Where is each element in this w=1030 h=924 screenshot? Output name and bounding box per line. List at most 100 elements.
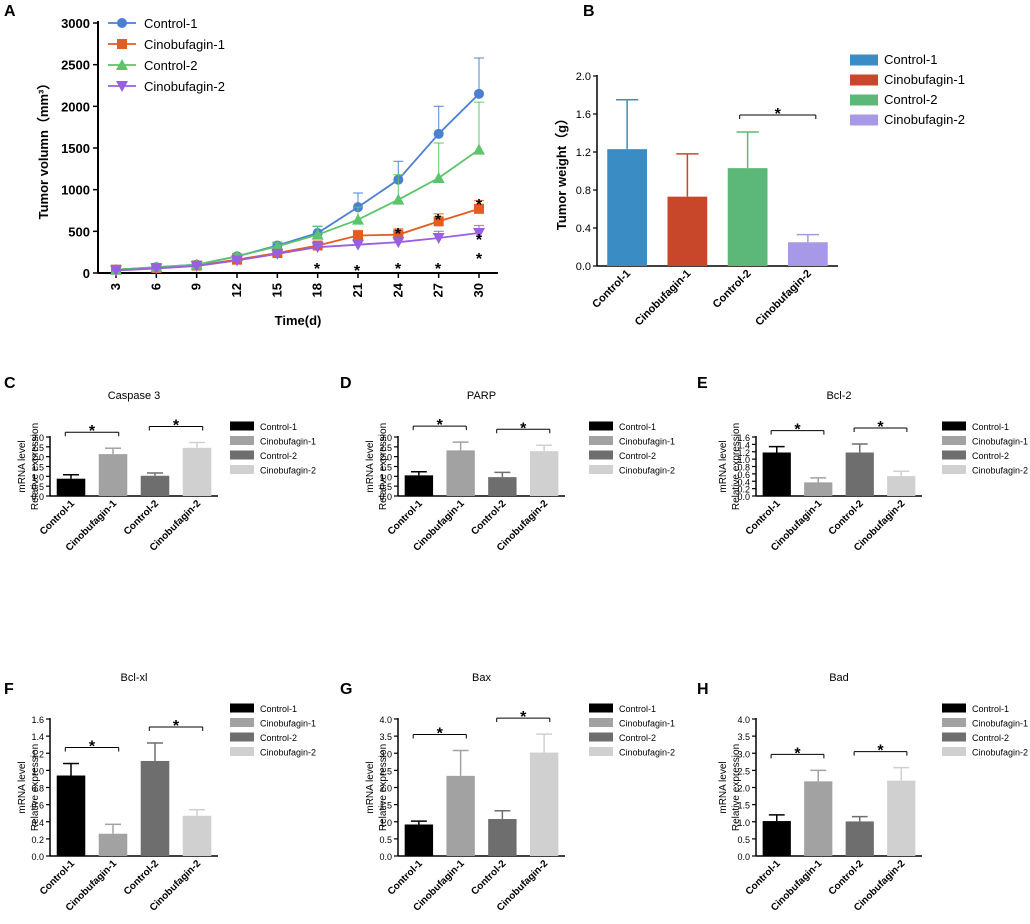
bar-cinobufagin-1 (804, 781, 833, 856)
legend-swatch (942, 465, 966, 474)
x-category-label: Control-1 (38, 498, 78, 538)
x-axis-title-a: Time(d) (275, 313, 322, 328)
panel-label-b: B (583, 3, 595, 20)
legend-swatch (230, 732, 254, 742)
panel-d: D PARP 0.00.51.01.52.02.53.0 Control-1 Cinob… (340, 375, 675, 554)
legend-swatch (942, 450, 966, 460)
significance-star-a: * (435, 212, 442, 229)
significance-star: * (775, 106, 782, 123)
legend-label: Control-1 (260, 704, 297, 714)
y-tick-label: 1.5 (31, 463, 44, 473)
x-category-label: Control-2 (827, 858, 867, 898)
bar-control-1 (404, 824, 434, 856)
y-axis-title: Relative expression (30, 423, 41, 510)
significance-star: * (437, 726, 444, 743)
panel-title-c: Caspase 3 (108, 390, 161, 402)
legend-label-a: Control-2 (144, 58, 197, 73)
marker-triangle-down (352, 239, 364, 251)
significance-star: * (437, 417, 444, 434)
legend-label: Cinobufagin-1 (619, 437, 675, 447)
x-category-label: Control-1 (386, 498, 426, 538)
y-tick-label: 0.0 (379, 852, 392, 862)
x-tick-label-a: 3 (108, 283, 123, 290)
y-tick-label: 1.2 (576, 147, 591, 159)
bar-control-2 (140, 760, 170, 856)
marker-triangle-down (190, 260, 203, 272)
bar-cinobufagin-1 (446, 450, 475, 496)
marker-triangle (116, 59, 128, 70)
legend-label-a: Control-1 (144, 16, 197, 31)
x-category-label: Control-2 (469, 858, 509, 898)
series-cinobufagin-2 (110, 224, 485, 277)
y-tick-label: 3.5 (737, 732, 750, 742)
legend-label: Cinobufagin-2 (884, 112, 965, 127)
significance-star-a: * (314, 261, 321, 278)
y-axis-title: Relative expression (731, 744, 742, 831)
y-tick-label: 0.8 (576, 185, 591, 197)
y-tick-label: 2.5 (31, 443, 44, 453)
y-tick-label: 1.4 (31, 732, 44, 742)
x-category-label: Control-2 (827, 498, 867, 538)
x-tick-label-a: 24 (390, 282, 405, 297)
y-tick-label: 2.0 (737, 784, 750, 794)
x-tick-label-a: 27 (431, 283, 446, 297)
legend-label: Control-1 (884, 52, 937, 67)
legend-label: Cinobufagin-1 (972, 437, 1028, 447)
y-tick-label: 3.0 (31, 433, 44, 443)
bar-cinobufagin-2 (787, 242, 828, 266)
x-category-label: Cinobufagin-2 (753, 268, 814, 329)
bar-cinobufagin-1 (98, 833, 128, 856)
y-tick-label-a: 0 (83, 266, 90, 281)
y-tick-label: 3.0 (379, 433, 392, 443)
marker-triangle-down (392, 237, 405, 249)
y-axis-title-a: Tumor volumn（mm³） (36, 77, 51, 220)
y-axis-title: Relative expression (30, 744, 41, 831)
panel-a: A 0 500 1000 1500 2000 2500 3000 3 6 9 12 15 18 21 24 27… (4, 3, 498, 328)
legend-swatch (230, 718, 254, 727)
legend-swatch (942, 718, 966, 727)
legend-label: Control-2 (260, 451, 297, 461)
marker-square (117, 39, 127, 49)
y-tick-label: 0.0 (576, 261, 591, 273)
y-tick-label: 1.5 (379, 463, 392, 473)
panel-title-h: Bad (829, 672, 849, 684)
y-tick-label-a: 500 (68, 224, 90, 239)
x-category-label: Control-1 (38, 858, 78, 898)
significance-star: * (520, 709, 527, 726)
bar-control-2 (488, 477, 517, 496)
significance-star: * (877, 743, 884, 760)
panel-g: G Bax 0.0 0.5 1.0 1.5 2.0 2.5 3.0 3.5 4.0 Control-1… (340, 672, 675, 914)
series-line (115, 232, 480, 272)
legend-label: Control-2 (260, 733, 297, 743)
y-tick-label: 1.5 (379, 801, 392, 811)
series-cinobufagin-1 (111, 199, 484, 275)
bar-cinobufagin-2 (529, 451, 559, 496)
significance-star: * (89, 423, 96, 440)
marker-triangle-down (116, 81, 128, 92)
legend-label: Control-2 (619, 733, 656, 743)
y-tick-label: 4.0 (737, 715, 750, 725)
marker-triangle-down (150, 263, 163, 275)
series-line (115, 93, 480, 271)
y-tick-label: 0.2 (31, 835, 44, 845)
x-category-label: Control-2 (711, 268, 754, 311)
bar-cinobufagin-2 (887, 476, 916, 496)
y-tick-label-a: 1500 (61, 141, 90, 156)
significance-star-a: * (476, 232, 483, 249)
legend-swatch (230, 703, 254, 713)
significance-star: * (89, 739, 96, 756)
y-tick-label: 0.0 (737, 492, 750, 502)
legend-swatch (589, 732, 613, 742)
legend-swatch (850, 94, 878, 106)
legend-swatch (942, 421, 966, 431)
y-tick-label: 4.0 (379, 715, 392, 725)
bar-control-1 (56, 478, 86, 496)
y-tick-label: 3.0 (737, 749, 750, 759)
y-tick-label-a: 1000 (61, 183, 90, 198)
y-tick-label: 0.8 (737, 463, 750, 473)
y-tick-label: 1.0 (737, 455, 750, 465)
y-tick-label: 3.0 (379, 749, 392, 759)
legend-label: Cinobufagin-1 (619, 719, 675, 729)
x-tick-label-a: 9 (189, 283, 204, 290)
panel-label-h: H (697, 681, 709, 698)
